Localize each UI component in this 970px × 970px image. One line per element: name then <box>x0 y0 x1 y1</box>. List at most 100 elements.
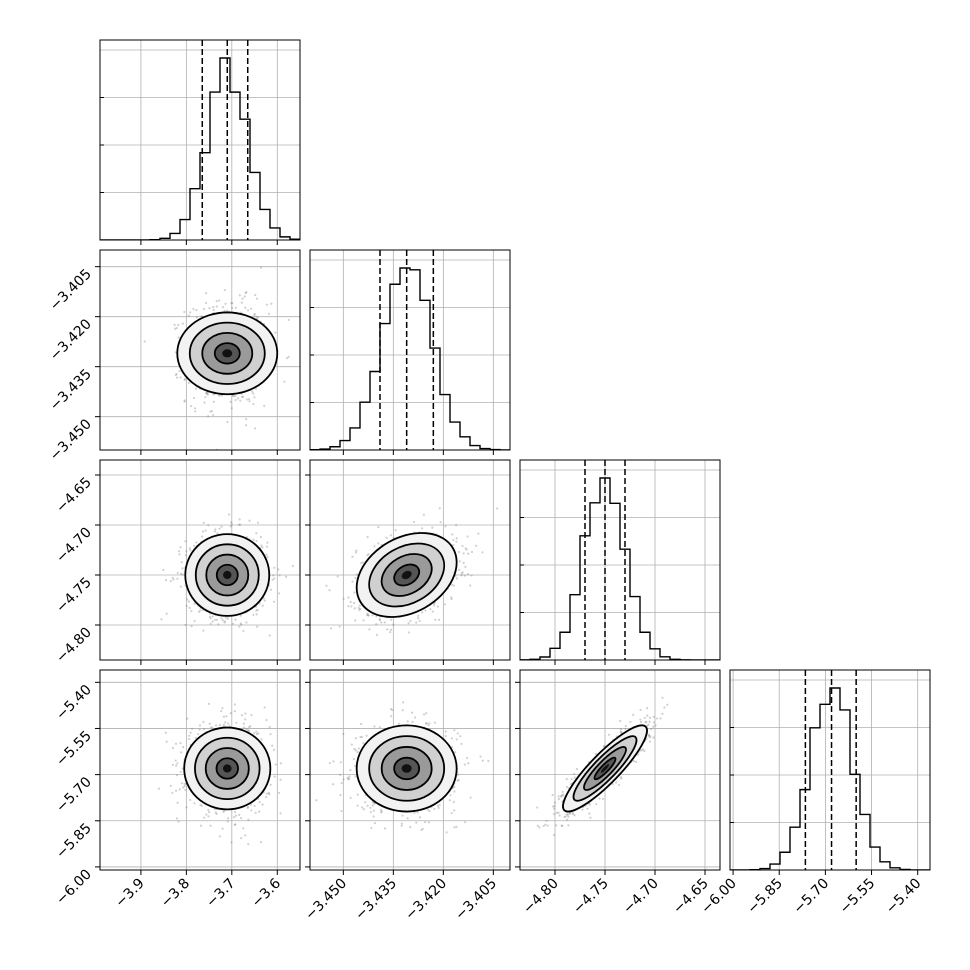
sample-point <box>346 776 349 779</box>
scatter-panel-3-1 <box>305 669 511 875</box>
sample-point <box>250 809 253 812</box>
sample-point <box>194 457 196 459</box>
sample-point <box>143 340 146 343</box>
sample-point <box>169 580 172 583</box>
sample-point <box>369 810 372 814</box>
sample-point <box>555 824 558 827</box>
sample-point <box>424 609 427 612</box>
sample-point <box>378 726 381 729</box>
sample-point <box>175 326 178 330</box>
sample-point <box>632 713 635 716</box>
sample-point <box>379 808 382 811</box>
sample-point <box>433 721 437 724</box>
sample-point <box>639 721 643 724</box>
sample-point <box>246 728 249 731</box>
sample-point <box>194 736 197 740</box>
sample-point <box>175 817 179 820</box>
sample-point <box>174 742 178 745</box>
sample-point <box>439 521 442 524</box>
sample-point <box>216 532 219 535</box>
sample-point <box>204 396 207 399</box>
sample-point <box>230 523 234 526</box>
sample-point <box>426 808 429 811</box>
sample-point <box>199 803 202 806</box>
sample-point <box>459 735 462 738</box>
sample-point <box>595 802 598 806</box>
sample-point <box>226 820 229 823</box>
sample-point <box>225 309 229 312</box>
sample-point <box>218 527 221 530</box>
sample-point <box>619 719 622 723</box>
sample-point <box>273 775 276 778</box>
sample-point <box>355 573 358 576</box>
sample-point <box>411 720 414 724</box>
sample-point <box>211 615 214 618</box>
histogram-2 <box>520 477 720 660</box>
sample-point <box>373 725 376 728</box>
sample-point <box>409 619 412 623</box>
sample-point <box>232 394 235 397</box>
sample-point <box>226 617 229 620</box>
sample-point <box>372 809 376 812</box>
sample-point <box>339 773 342 776</box>
sample-point <box>452 538 455 542</box>
sample-point <box>461 544 464 548</box>
sample-point <box>204 292 208 295</box>
sample-point <box>261 803 264 806</box>
sample-point <box>329 627 333 630</box>
sample-point <box>437 618 441 621</box>
sample-point <box>291 564 294 568</box>
sample-point <box>438 507 441 510</box>
sample-point <box>252 402 255 406</box>
sample-point <box>265 718 268 722</box>
sample-point <box>273 577 276 580</box>
sample-point <box>208 615 212 618</box>
sample-point <box>462 561 465 565</box>
contour-2 <box>194 736 261 801</box>
sample-point <box>259 535 262 539</box>
sample-point <box>453 809 456 812</box>
sample-point <box>193 620 196 623</box>
sample-point <box>182 746 185 749</box>
sample-point <box>373 802 376 805</box>
sample-point <box>252 613 255 616</box>
sample-point <box>218 299 221 302</box>
sample-point <box>552 833 556 837</box>
sample-point <box>565 778 568 781</box>
sample-point <box>212 400 215 403</box>
contour-3 <box>184 533 271 617</box>
panel-frame <box>309 459 511 661</box>
sample-point <box>354 737 358 740</box>
sample-point <box>463 763 466 766</box>
sample-point <box>256 625 259 628</box>
density-level <box>222 764 232 773</box>
sample-point <box>234 618 237 621</box>
sample-point <box>356 750 359 754</box>
sample-point <box>197 733 200 736</box>
sample-point <box>177 336 180 339</box>
sample-point <box>402 701 405 704</box>
sample-point <box>274 763 277 766</box>
sample-point <box>538 826 541 829</box>
sample-point <box>542 824 545 828</box>
density-level <box>401 570 412 580</box>
sample-point <box>224 616 228 619</box>
sample-point <box>222 810 225 813</box>
sample-point <box>174 327 177 330</box>
sample-point <box>255 733 259 736</box>
sample-point <box>328 589 331 592</box>
sample-point <box>450 597 453 601</box>
sample-point <box>390 618 393 621</box>
sample-point <box>470 574 473 577</box>
sample-point <box>467 552 470 555</box>
sample-point <box>203 816 206 819</box>
sample-point <box>179 376 182 379</box>
sample-point <box>239 622 242 625</box>
sample-point <box>185 806 188 809</box>
sample-point <box>227 722 230 725</box>
sample-point <box>254 293 257 297</box>
sample-point <box>243 295 246 298</box>
sample-point <box>252 732 256 735</box>
sample-point <box>353 607 356 610</box>
sample-point <box>181 767 184 770</box>
